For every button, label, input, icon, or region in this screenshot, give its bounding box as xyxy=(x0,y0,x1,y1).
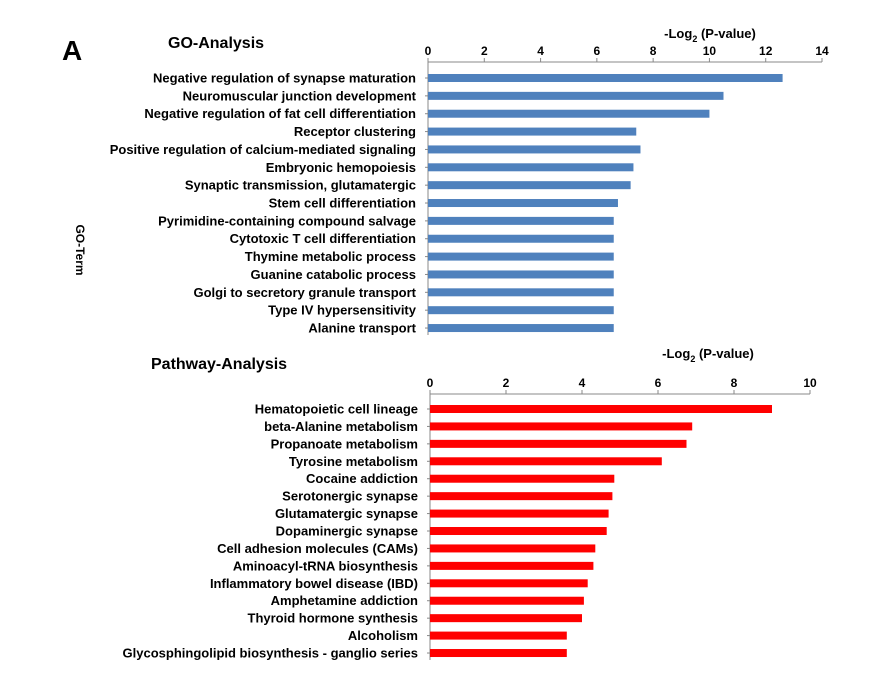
go-category-label: Alanine transport xyxy=(308,321,416,336)
go-category-label: Stem cell differentiation xyxy=(269,196,416,211)
pathway-category-label: Thyroid hormone synthesis xyxy=(248,611,418,626)
go-bar xyxy=(428,109,710,118)
panel-letter: A xyxy=(62,35,82,66)
go-bar xyxy=(428,306,614,315)
pathway-category-label: Serotonergic synapse xyxy=(282,489,418,504)
pathway-bar xyxy=(430,579,588,588)
go-analysis-chart: GO-Analysis -Log2 (P-value) GO-Term 0 2 4 6 8 10… xyxy=(73,26,829,336)
pathway-category-label: Cocaine addiction xyxy=(306,471,418,486)
pathway-analysis-chart: Pathway-Analysis -Log2 (P-value) 0 2 4 6 8 10 He… xyxy=(123,346,817,661)
pathway-bar xyxy=(430,544,596,553)
go-bar xyxy=(428,91,724,100)
go-bar xyxy=(428,199,618,208)
pathway-category-label: Hematopoietic cell lineage xyxy=(255,402,418,417)
pathway-x-tick-label: 10 xyxy=(803,376,817,390)
go-category-label: Neuromuscular junction development xyxy=(183,88,417,103)
pathway-category-label: Glycosphingolipid biosynthesis - ganglio… xyxy=(123,646,418,661)
go-bar xyxy=(428,181,631,190)
go-bar xyxy=(428,324,614,333)
pathway-bar xyxy=(430,405,772,413)
pathway-category-label: Cell adhesion molecules (CAMs) xyxy=(217,541,418,556)
pathway-category-label: Glutamatergic synapse xyxy=(275,506,418,521)
go-category-label: Guanine catabolic process xyxy=(251,267,416,282)
pathway-bar xyxy=(430,561,594,570)
go-category-label: Negative regulation of fat cell differen… xyxy=(144,106,416,121)
pathway-bar xyxy=(430,527,607,536)
go-x-tick-label: 4 xyxy=(537,44,544,58)
go-bar xyxy=(428,216,614,225)
pathway-bar xyxy=(430,614,582,623)
go-bar xyxy=(428,74,783,82)
go-x-tick-label: 12 xyxy=(759,44,773,58)
go-bar xyxy=(428,252,614,261)
go-x-tick-label: 2 xyxy=(481,44,488,58)
go-x-tick-label: 10 xyxy=(703,44,717,58)
pathway-x-tick-label: 0 xyxy=(427,376,434,390)
go-bar xyxy=(428,145,641,154)
go-x-tick-label: 8 xyxy=(650,44,657,58)
go-bar xyxy=(428,163,634,172)
go-category-label: Type IV hypersensitivity xyxy=(268,303,417,318)
pathway-category-label: beta-Alanine metabolism xyxy=(264,419,418,434)
pathway-x-axis-title: -Log2 (P-value) xyxy=(662,346,754,364)
go-y-axis-title: GO-Term xyxy=(73,224,87,275)
go-category-label: Positive regulation of calcium-mediated … xyxy=(110,142,416,157)
go-x-axis-title: -Log2 (P-value) xyxy=(664,26,756,44)
go-chart-title: GO-Analysis xyxy=(168,35,264,52)
go-bar xyxy=(428,127,637,136)
go-category-label: Cytotoxic T cell differentiation xyxy=(230,231,416,246)
go-category-label: Pyrimidine-containing compound salvage xyxy=(158,213,416,228)
pathway-category-label: Amphetamine addiction xyxy=(271,593,418,608)
pathway-x-tick-label: 8 xyxy=(731,376,738,390)
go-category-label: Embryonic hemopoiesis xyxy=(266,160,416,175)
pathway-bar xyxy=(430,474,615,483)
pathway-bar xyxy=(430,649,567,658)
pathway-x-tick-label: 4 xyxy=(579,376,586,390)
pathway-category-label: Alcoholism xyxy=(348,628,418,643)
pathway-category-label: Dopaminergic synapse xyxy=(276,524,418,539)
go-category-label: Receptor clustering xyxy=(294,124,416,139)
go-x-tick-label: 6 xyxy=(594,44,601,58)
go-x-tick-label: 0 xyxy=(425,44,432,58)
pathway-bar xyxy=(430,631,567,640)
pathway-category-label: Inflammatory bowel disease (IBD) xyxy=(210,576,418,591)
go-category-label: Thymine metabolic process xyxy=(245,249,416,264)
pathway-category-label: Propanoate metabolism xyxy=(271,436,418,451)
go-category-label: Golgi to secretory granule transport xyxy=(194,285,417,300)
pathway-bar xyxy=(430,422,693,431)
pathway-bar xyxy=(430,509,609,518)
go-bar xyxy=(428,270,614,279)
pathway-bar xyxy=(430,457,662,466)
pathway-x-tick-label: 2 xyxy=(503,376,510,390)
pathway-category-label: Aminoacyl-tRNA biosynthesis xyxy=(233,558,418,573)
go-bar xyxy=(428,234,614,243)
pathway-bar xyxy=(430,596,584,605)
go-category-label: Negative regulation of synapse maturatio… xyxy=(153,71,416,86)
pathway-x-tick-label: 6 xyxy=(655,376,662,390)
go-category-label: Synaptic transmission, glutamatergic xyxy=(185,178,416,193)
pathway-bar xyxy=(430,492,613,501)
go-bar xyxy=(428,288,614,297)
pathway-bar xyxy=(430,439,687,448)
pathway-category-label: Tyrosine metabolism xyxy=(289,454,418,469)
go-x-tick-label: 14 xyxy=(815,44,829,58)
pathway-chart-title: Pathway-Analysis xyxy=(151,356,287,373)
